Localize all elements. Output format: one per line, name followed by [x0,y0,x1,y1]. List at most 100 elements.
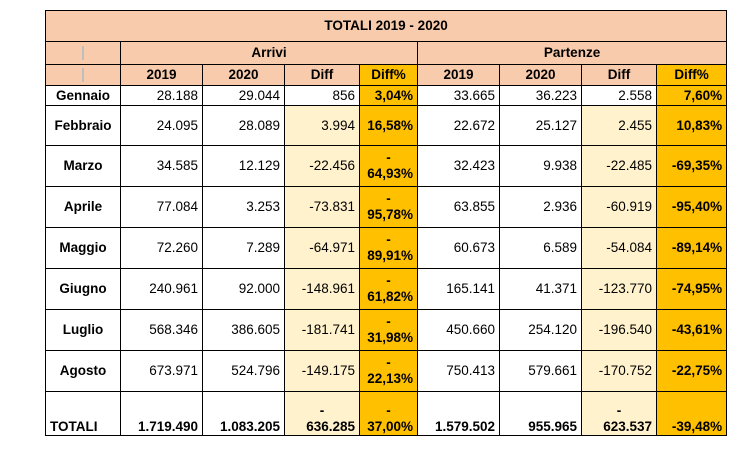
partenze-2019-cell: 63.855 [417,186,500,228]
partenze-2019-cell: 32.423 [417,145,500,187]
arrivi-diffpct-cell: 16,58% [359,105,418,146]
table-row: Marzo 34.585 12.129 -22.456-64,93% 32.423 9.9… [45,145,728,187]
partenze-diff-cell: -60.919 [581,186,657,228]
group-partenze: Partenze [416,41,728,65]
arrivi-2019-cell: 240.961 [120,268,203,310]
partenze-diff-cell: 2.558 [581,85,657,106]
month-cell: Luglio [45,309,121,351]
arrivi-diffpct-cell: 3,04% [359,85,418,106]
arrivi-2019-cell: 24.095 [120,105,203,146]
arrivi-2019-cell: 72.260 [120,227,203,269]
col-header-arrivi-diffpct: Diff% [359,64,418,86]
partenze-2019-cell: 750.413 [417,350,500,392]
arrivi-diff-cell: 3.994 [284,105,360,146]
arrivi-2020-cell: 3.253 [202,186,285,228]
arrivi-2019-cell: 28.188 [120,85,203,106]
totals-table: TOTALI 2019 - 2020 Arrivi Partenze 2019 … [44,10,728,436]
month-cell: Gennaio [45,85,121,106]
month-cell: Marzo [45,145,121,187]
table-row: Febbraio 24.095 28.089 3.994 16,58% 22.672 25.… [45,105,728,146]
partenze-2020-cell: 254.120 [499,309,582,351]
table-row: Agosto 673.971 524.796 -149.175-22,13% 750.4… [45,350,728,392]
month-cell: Giugno [45,268,121,310]
arrivi-diffpct-cell: -61,82% [359,268,418,310]
arrivi-2020-cell: 12.129 [202,145,285,187]
partenze-2020-cell: 579.661 [499,350,582,392]
table-row: Gennaio 28.188 29.044 856 3,04% 33.665 36.223 2… [45,85,728,106]
corner-cell [45,41,121,65]
minus-sign: - [386,355,391,370]
corner-cell [45,64,121,86]
partenze-2020-cell: 6.589 [499,227,582,269]
arrivi-diff-cell: -73.831 [284,186,360,228]
table-row: Luglio 568.346 386.605 -181.741-31,98% 450.6… [45,309,728,351]
partenze-diffpct-cell: -95,40% [655,186,728,228]
arrivi-diffpct-cell: -22,13% [359,350,418,392]
totals-label: TOTALI [45,391,121,436]
col-header-arrivi-diff: Diff [284,64,360,86]
group-arrivi: Arrivi [120,41,418,65]
arrivi-diffpct-cell: -31,98% [359,309,418,351]
totals-arrivi-diffpct: -37,00% [359,391,418,436]
arrivi-diff-cell: 856 [284,85,360,106]
totals-partenze-2020: 955.965 [499,391,582,436]
arrivi-2019-cell: 77.084 [120,186,203,228]
totals-arrivi-2019: 1.719.490 [120,391,203,436]
partenze-diffpct-cell: 10,83% [655,105,728,146]
totals-row: TOTALI 1.719.490 1.083.205 -636.285 -37,… [45,391,728,436]
arrivi-diff-cell: -149.175 [284,350,360,392]
table-row: Aprile 77.084 3.253 -73.831-95,78% 63.855 2.9… [45,186,728,228]
partenze-2020-cell: 41.371 [499,268,582,310]
partenze-diff-cell: -123.770 [581,268,657,310]
col-header-arrivi-2020: 2020 [202,64,285,86]
col-header-partenze-diff: Diff [581,64,657,86]
arrivi-2019-cell: 568.346 [120,309,203,351]
arrivi-2019-cell: 34.585 [120,145,203,187]
arrivi-2020-cell: 7.289 [202,227,285,269]
arrivi-diff-cell: -181.741 [284,309,360,351]
partenze-diff-cell: -22.485 [581,145,657,187]
arrivi-2019-cell: 673.971 [120,350,203,392]
partenze-2020-cell: 25.127 [499,105,582,146]
partenze-2020-cell: 36.223 [499,85,582,106]
arrivi-2020-cell: 28.089 [202,105,285,146]
month-cell: Aprile [45,186,121,228]
partenze-2019-cell: 60.673 [417,227,500,269]
partenze-diff-cell: -196.540 [581,309,657,351]
table-row: Giugno 240.961 92.000 -148.961-61,82% 165.14… [45,268,728,310]
arrivi-diff-cell: -148.961 [284,268,360,310]
minus-sign: - [386,314,391,329]
partenze-2019-cell: 165.141 [417,268,500,310]
partenze-diff-cell: -170.752 [581,350,657,392]
minus-sign: - [386,191,391,206]
arrivi-2020-cell: 92.000 [202,268,285,310]
col-header-arrivi-2019: 2019 [120,64,203,86]
arrivi-2020-cell: 524.796 [202,350,285,392]
month-cell: Agosto [45,350,121,392]
partenze-2019-cell: 450.660 [417,309,500,351]
arrivi-diffpct-cell: -95,78% [359,186,418,228]
partenze-2020-cell: 2.936 [499,186,582,228]
month-cell: Febbraio [45,105,121,146]
partenze-2019-cell: 33.665 [417,85,500,106]
arrivi-diffpct-cell: -89,91% [359,227,418,269]
partenze-diff-cell: 2.455 [581,105,657,146]
arrivi-2020-cell: 386.605 [202,309,285,351]
table-title: TOTALI 2019 - 2020 [44,10,728,42]
partenze-diffpct-cell: -74,95% [655,268,728,310]
partenze-diffpct-cell: -22,75% [655,350,728,392]
minus-sign: - [386,273,391,288]
totals-partenze-2019: 1.579.502 [417,391,500,436]
table-row: Maggio 72.260 7.289 -64.971-89,91% 60.673 6.5… [45,227,728,269]
totals-arrivi-diff: -636.285 [284,391,360,436]
partenze-diffpct-cell: 7,60% [655,85,728,106]
partenze-diffpct-cell: -69,35% [655,145,728,187]
cell-marker-icon [82,46,84,61]
col-header-partenze-2019: 2019 [417,64,500,86]
partenze-2019-cell: 22.672 [417,105,500,146]
totals-partenze-diff: -623.537 [581,391,657,436]
totals-partenze-diffpct: -39,48% [655,391,728,436]
totals-arrivi-2020: 1.083.205 [202,391,285,436]
arrivi-diff-cell: -22.456 [284,145,360,187]
month-cell: Maggio [45,227,121,269]
